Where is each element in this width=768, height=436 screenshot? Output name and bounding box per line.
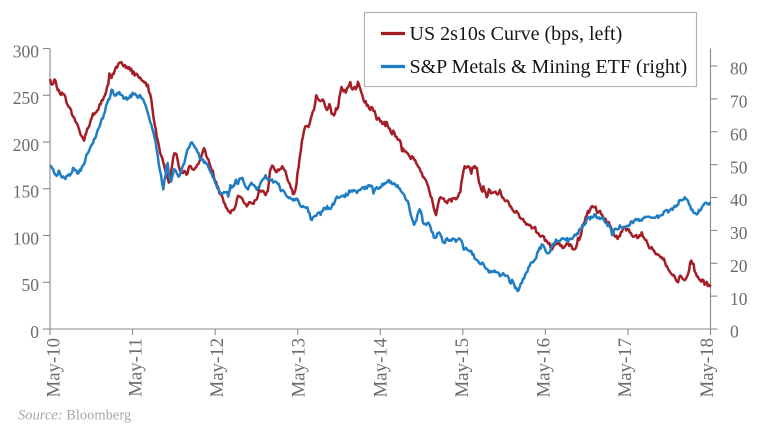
svg-text:80: 80 <box>730 59 748 79</box>
svg-text:May-16: May-16 <box>534 338 555 397</box>
svg-text:30: 30 <box>730 223 748 243</box>
svg-text:150: 150 <box>13 182 40 202</box>
svg-text:US 2s10s Curve (bps, left): US 2s10s Curve (bps, left) <box>410 23 623 45</box>
svg-text:50: 50 <box>730 157 748 177</box>
svg-text:250: 250 <box>13 88 40 108</box>
svg-text:May-11: May-11 <box>125 338 146 397</box>
svg-text:20: 20 <box>730 256 748 276</box>
svg-text:40: 40 <box>730 190 748 210</box>
svg-text:0: 0 <box>30 322 39 342</box>
svg-text:300: 300 <box>13 41 40 61</box>
svg-text:200: 200 <box>13 135 40 155</box>
svg-text:S&P Metals & Mining ETF (right: S&P Metals & Mining ETF (right) <box>410 56 688 78</box>
svg-text:100: 100 <box>13 228 40 248</box>
svg-text:60: 60 <box>730 124 748 144</box>
svg-text:May-17: May-17 <box>615 338 636 397</box>
svg-text:10: 10 <box>730 289 748 309</box>
svg-text:May-12: May-12 <box>207 338 228 397</box>
svg-text:May-13: May-13 <box>289 338 310 397</box>
svg-text:0: 0 <box>730 322 739 342</box>
svg-text:May-14: May-14 <box>370 337 391 397</box>
svg-text:Source: Bloomberg: Source: Bloomberg <box>18 408 131 424</box>
svg-text:50: 50 <box>22 275 40 295</box>
svg-text:May-10: May-10 <box>44 338 65 397</box>
svg-text:May-15: May-15 <box>452 338 473 397</box>
svg-text:70: 70 <box>730 92 748 112</box>
svg-text:May-18: May-18 <box>697 338 718 397</box>
